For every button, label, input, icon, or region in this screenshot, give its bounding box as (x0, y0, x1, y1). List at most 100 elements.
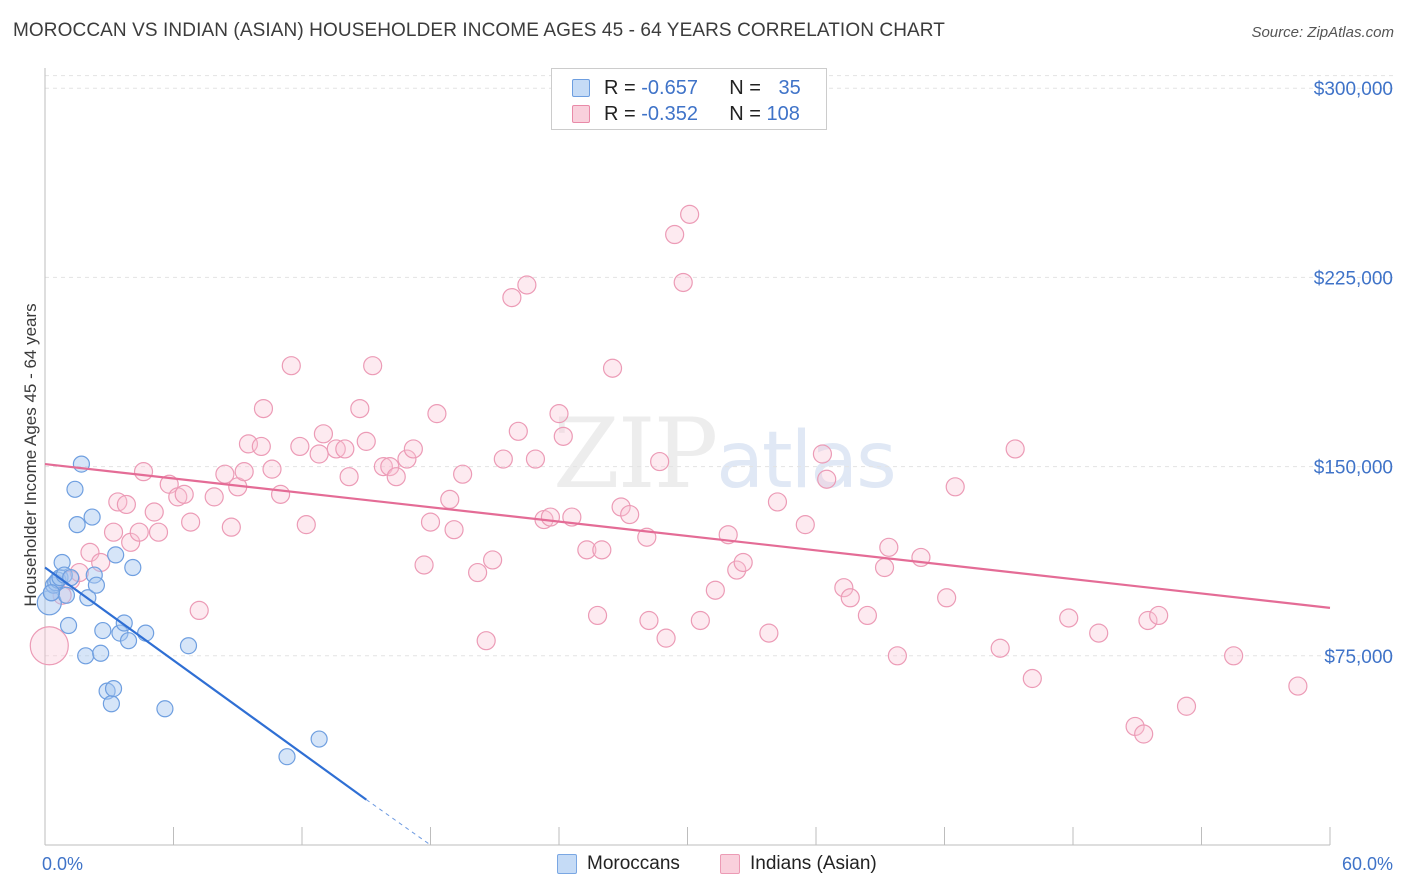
indian-point (690, 610, 710, 631)
legend-row-indians: R = -0.352 N = 108 (572, 102, 800, 126)
legend-r-label: R = (604, 76, 642, 99)
indian-point (767, 492, 788, 512)
y-axis-label: Householder Income Ages 45 - 64 years (21, 303, 40, 606)
moroccan-point (119, 632, 138, 650)
indian-point (181, 512, 201, 532)
indian-point (812, 444, 833, 464)
indian-point (705, 580, 725, 600)
legend-swatch-indians (572, 105, 590, 123)
grid (45, 75, 1393, 657)
correlation-legend: R = -0.657 N = 35 R = -0.352 N = 108 (551, 68, 827, 130)
indian-point (29, 626, 69, 666)
indian-point (296, 515, 316, 535)
indian-point (80, 542, 100, 562)
indian-point (339, 467, 359, 487)
indian-point (189, 600, 209, 621)
indian-point (133, 462, 154, 482)
legend-r-value-moroccans: -0.657 (641, 76, 698, 99)
chart-title: MOROCCAN VS INDIAN (ASIAN) HOUSEHOLDER I… (13, 20, 945, 41)
indian-point (587, 605, 608, 626)
indian-point (887, 646, 907, 666)
indian-point (1224, 646, 1244, 666)
indian-point (373, 457, 393, 477)
x-tick-label-min: 0.0% (42, 854, 83, 874)
moroccan-point (104, 679, 123, 698)
legend-n-label: N = (729, 76, 767, 99)
moroccan-point (124, 558, 142, 577)
indian-point (313, 424, 334, 444)
indian-point (1022, 668, 1042, 689)
indian-point (380, 457, 400, 477)
y-tick-labels: $75,000 $150,000 $225,000 $300,000 (1314, 79, 1393, 668)
trend-lines (44, 462, 1331, 846)
indian-point (1138, 610, 1158, 631)
indian-point (727, 560, 747, 580)
moroccan-point (68, 516, 86, 534)
watermark: ZIPatlas (553, 398, 897, 510)
indian-point (476, 631, 496, 651)
indian-point (508, 421, 528, 441)
legend-n-label: N = (729, 102, 767, 125)
indian-point (281, 356, 301, 376)
indian-point (174, 484, 194, 504)
indian-point (553, 426, 573, 446)
bottom-legend-label-indians: Indians (Asian) (750, 853, 877, 874)
indian-point (335, 439, 355, 459)
indian-point (620, 504, 640, 525)
indian-point (251, 436, 271, 457)
indian-point (290, 436, 310, 457)
indian-point (517, 275, 537, 295)
indian-point (795, 515, 815, 535)
indian-point (397, 449, 417, 469)
x-tick-label-max: 60.0% (1342, 854, 1393, 874)
indian-point (879, 537, 899, 557)
indian-point (759, 623, 779, 643)
indian-point (990, 638, 1010, 658)
indian-point (857, 605, 878, 626)
legend-row-moroccans: R = -0.657 N = 35 (572, 76, 801, 100)
indian-point (602, 358, 623, 378)
moroccan-point (87, 576, 106, 594)
indian-point (356, 431, 376, 451)
indian-point (680, 204, 700, 224)
moroccan-point (310, 730, 328, 748)
indian-point (1089, 623, 1109, 643)
bottom-legend-indians: Indians (Asian) (720, 852, 877, 876)
indian-point (1149, 605, 1169, 626)
indian-point (733, 552, 753, 573)
bottom-legend-swatch-moroccans (557, 854, 577, 874)
indian-point (453, 464, 473, 484)
indian-point (874, 557, 895, 578)
indian-point (103, 522, 124, 542)
indian-point (270, 484, 291, 504)
moroccan-point (179, 637, 198, 655)
moroccan-point (83, 508, 101, 526)
indian-point (148, 522, 169, 542)
indian-point (420, 512, 441, 532)
indian-point (834, 578, 854, 598)
indian-point (673, 272, 693, 293)
indian-point (253, 398, 274, 419)
indian-point (937, 588, 957, 608)
y-tick-label: $150,000 (1314, 458, 1393, 479)
y-tick-label: $225,000 (1314, 268, 1393, 289)
bottom-legend-swatch-indians (720, 854, 740, 874)
indian-point (350, 398, 370, 419)
watermark-zip: ZIP (553, 398, 718, 510)
series-moroccan-points (36, 455, 328, 766)
moroccan-point (59, 616, 78, 635)
indian-point (592, 540, 612, 560)
indian-point (525, 449, 546, 469)
indian-point (639, 610, 659, 631)
indian-point (440, 489, 460, 510)
indian-point (502, 288, 522, 308)
moroccan-point (66, 480, 84, 498)
moroccan-trend-extension (365, 799, 431, 846)
source-label: Source: ZipAtlas.com (1251, 24, 1394, 41)
y-tick-label: $75,000 (1324, 647, 1393, 668)
indian-point (577, 540, 597, 560)
indian-point (656, 628, 676, 648)
moroccan-point (137, 624, 155, 642)
moroccan-point (156, 700, 174, 718)
